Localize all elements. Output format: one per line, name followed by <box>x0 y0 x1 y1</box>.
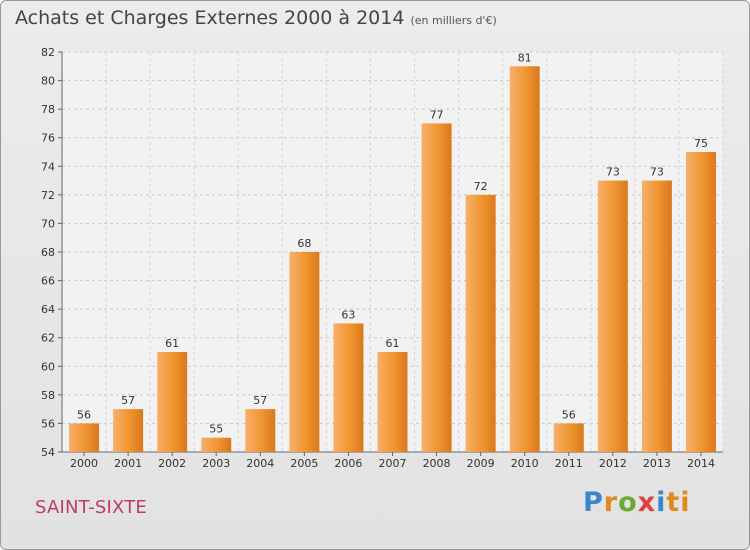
data-label: 61 <box>165 337 179 350</box>
data-label: 68 <box>297 237 311 250</box>
x-tick-label: 2014 <box>687 457 715 470</box>
data-label: 73 <box>606 166 620 179</box>
y-tick-label: 54 <box>41 446 55 459</box>
data-labels: 56 57 61 55 57 68 63 61 77 72 81 56 73 73 75 <box>77 51 708 435</box>
x-tick-label: 2002 <box>158 457 186 470</box>
x-tick-label: 2001 <box>114 457 142 470</box>
y-tick-label: 70 <box>41 217 55 230</box>
logo-letter: r <box>603 487 619 518</box>
x-tick-label: 2009 <box>467 457 495 470</box>
y-tick-label: 56 <box>41 417 55 430</box>
commune-name: SAINT-SIXTE <box>35 497 148 518</box>
bar <box>465 194 496 452</box>
x-tick-label: 2008 <box>423 457 451 470</box>
chart-title: Achats et Charges Externes 2000 à 2014 (e… <box>15 7 497 29</box>
x-tick-label: 2010 <box>511 457 539 470</box>
logo-letter: x <box>637 487 657 518</box>
proxiti-logo[interactable]: Proxiti <box>583 487 691 518</box>
y-tick-label: 72 <box>41 189 55 202</box>
bar <box>553 423 584 452</box>
x-tick-label: 2011 <box>555 457 583 470</box>
x-tick-label: 2000 <box>70 457 98 470</box>
bar <box>597 180 628 453</box>
data-label: 56 <box>77 408 91 421</box>
data-label: 75 <box>694 137 708 150</box>
data-label: 63 <box>341 308 355 321</box>
y-tick-label: 82 <box>41 46 55 59</box>
data-label: 81 <box>518 51 532 64</box>
bar <box>201 437 232 452</box>
tick-labels: 54 56 58 60 62 64 66 68 70 72 74 76 78 80 82 2000 2001 20… <box>41 46 715 470</box>
logo-letter: i <box>656 487 667 518</box>
data-label: 73 <box>650 166 664 179</box>
bar <box>421 123 452 452</box>
x-tick-label: 2003 <box>202 457 230 470</box>
data-label: 72 <box>474 180 488 193</box>
x-tick-label: 2012 <box>599 457 627 470</box>
y-tick-label: 68 <box>41 246 55 259</box>
y-tick-label: 64 <box>41 303 55 316</box>
y-tick-label: 60 <box>41 360 55 373</box>
data-label: 57 <box>121 394 135 407</box>
y-tick-label: 58 <box>41 389 55 402</box>
y-tick-label: 66 <box>41 275 55 288</box>
data-label: 57 <box>253 394 267 407</box>
x-tick-label: 2004 <box>246 457 274 470</box>
logo-letter: P <box>583 487 604 518</box>
bar <box>685 152 716 452</box>
bar <box>113 409 144 452</box>
x-tick-label: 2007 <box>379 457 407 470</box>
data-label: 55 <box>209 423 223 436</box>
bar <box>641 180 672 453</box>
y-tick-label: 74 <box>41 160 55 173</box>
bar <box>69 423 100 452</box>
bar <box>289 252 320 452</box>
data-label: 61 <box>386 337 400 350</box>
bar <box>509 66 540 453</box>
bars <box>69 66 716 453</box>
data-label: 56 <box>562 408 576 421</box>
bar <box>377 352 408 452</box>
logo-letter: ti <box>666 487 691 518</box>
y-tick-label: 62 <box>41 332 55 345</box>
x-tick-label: 2006 <box>334 457 362 470</box>
bar <box>245 409 276 452</box>
x-tick-label: 2013 <box>643 457 671 470</box>
y-tick-label: 80 <box>41 75 55 88</box>
logo-letter: o <box>618 487 638 518</box>
y-tick-label: 78 <box>41 103 55 116</box>
chart-subtitle: (en milliers d'€) <box>410 14 497 27</box>
y-tick-label: 76 <box>41 132 55 145</box>
x-tick-label: 2005 <box>290 457 318 470</box>
chart-title-text: Achats et Charges Externes 2000 à 2014 <box>15 7 405 29</box>
bar <box>157 352 188 452</box>
bar <box>333 323 364 452</box>
data-label: 77 <box>430 108 444 121</box>
